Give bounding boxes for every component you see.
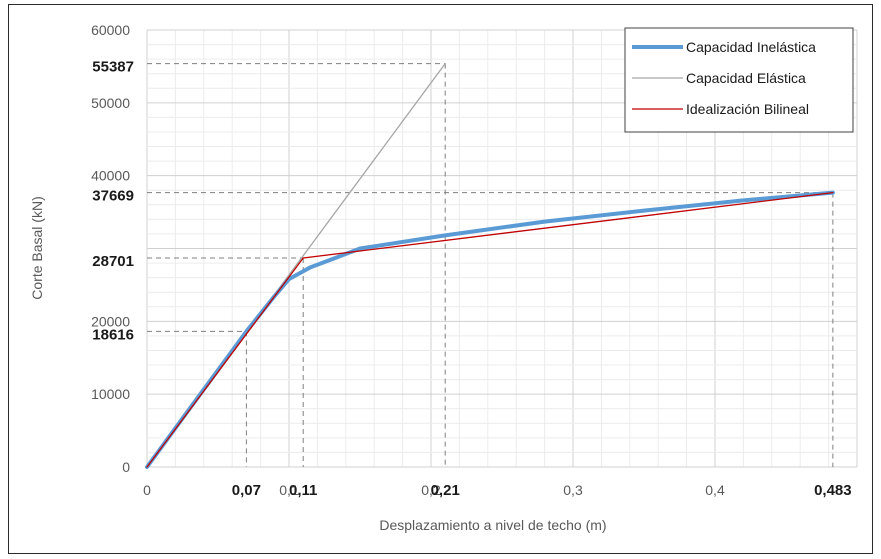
x-tick-label-bold: 0,483 bbox=[814, 482, 852, 499]
legend-label-capacidad-inelastica: Capacidad Inelástica bbox=[686, 39, 816, 55]
y-tick-label: 10000 bbox=[91, 386, 130, 402]
y-tick-label: 60000 bbox=[91, 22, 130, 38]
tick-labels-layer: 0 0,1 0,2 0,3 0,4 0,07 0,11 0,21 0,483 0 10000 2000… bbox=[91, 22, 852, 499]
y-axis-title: Corte Basal (kN) bbox=[29, 196, 45, 299]
x-tick-label: 0,1 bbox=[279, 482, 299, 498]
x-tick-label: 0,2 bbox=[421, 482, 441, 498]
y-tick-label: 50000 bbox=[91, 95, 130, 111]
x-tick-label: 0,4 bbox=[705, 482, 725, 498]
x-tick-label-bold: 0,11 bbox=[289, 482, 317, 499]
y-tick-label: 20000 bbox=[91, 313, 130, 329]
y-tick-label-bold: 28701 bbox=[92, 253, 134, 270]
series-line-idealizacion-bilineal bbox=[146, 191, 834, 468]
x-tick-label-bold: 0,07 bbox=[232, 482, 261, 499]
legend-label-capacidad-elastica: Capacidad Elástica bbox=[686, 70, 806, 86]
y-tick-label-bold: 55387 bbox=[92, 59, 134, 76]
reference-lines-layer bbox=[147, 63, 834, 467]
y-tick-label: 0 bbox=[122, 459, 130, 475]
x-axis-title: Desplazamiento a nivel de techo (m) bbox=[379, 517, 606, 533]
series-line-capacidad-inelastica bbox=[145, 190, 835, 469]
y-tick-label-bold: 18616 bbox=[92, 326, 134, 343]
x-tick-label-bold: 0,21 bbox=[431, 482, 460, 499]
y-tick-label: 40000 bbox=[91, 168, 130, 184]
x-tick-label: 0 bbox=[143, 482, 151, 498]
legend: Capacidad Inelástica Capacidad Elástica Id… bbox=[624, 27, 854, 133]
legend-label-idealizacion-bilineal: Idealización Bilineal bbox=[686, 101, 809, 117]
series-layer bbox=[145, 62, 835, 469]
x-tick-label: 0,3 bbox=[563, 482, 583, 498]
y-tick-label-bold: 37669 bbox=[92, 188, 134, 205]
